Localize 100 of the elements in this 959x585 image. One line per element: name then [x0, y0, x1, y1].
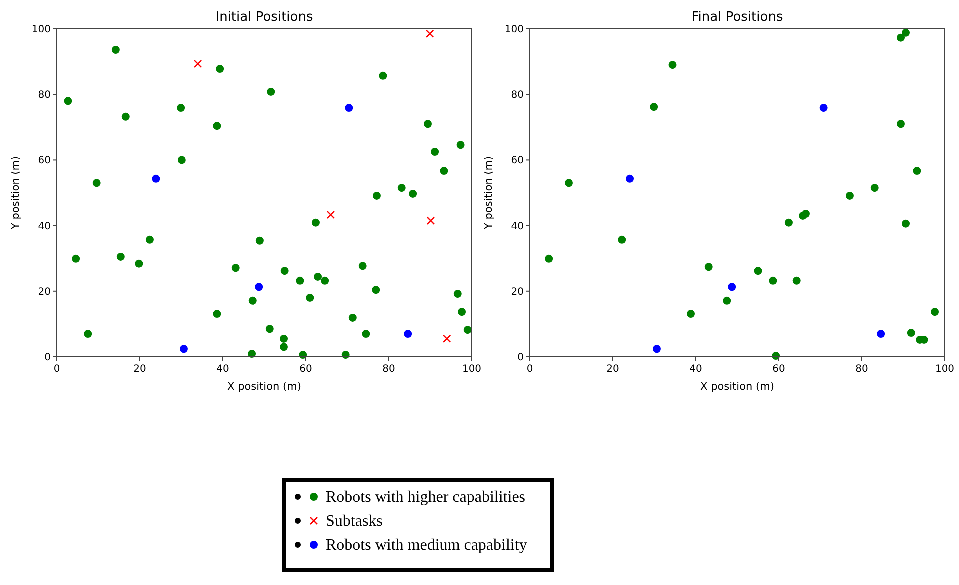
point — [650, 103, 658, 112]
point — [398, 184, 406, 192]
x-tick-label: 100 — [935, 364, 955, 375]
point — [897, 34, 906, 42]
x-tick-label: 80 — [856, 364, 868, 375]
point — [792, 276, 801, 285]
point — [458, 308, 466, 316]
y-tick-label: 60 — [38, 156, 51, 167]
point — [280, 267, 289, 276]
x-tick-label: 60 — [772, 364, 786, 375]
point — [704, 263, 713, 272]
point — [846, 192, 854, 200]
y-tick-label: 20 — [38, 286, 51, 298]
point — [372, 286, 380, 294]
point — [321, 276, 330, 285]
x-tick-label: 20 — [134, 364, 146, 375]
point — [72, 254, 80, 263]
point — [784, 218, 793, 227]
point — [92, 179, 101, 188]
point — [687, 310, 696, 318]
x-tick-label: 0 — [526, 364, 534, 375]
x-tick-label: 100 — [462, 364, 482, 375]
chart-title: Initial Positions — [216, 10, 314, 25]
point — [618, 236, 626, 244]
point — [116, 252, 125, 261]
point — [431, 148, 440, 156]
point — [358, 262, 367, 270]
point — [312, 218, 320, 227]
point — [626, 174, 634, 183]
legend-label: Robots with medium capability — [326, 537, 528, 554]
point — [902, 220, 910, 228]
point — [232, 264, 240, 272]
point — [255, 283, 264, 292]
point — [112, 46, 120, 54]
point — [280, 343, 288, 352]
point — [404, 330, 412, 338]
point — [897, 120, 906, 128]
x-axis-title: X position (m) — [228, 381, 302, 393]
y-tick-label: 40 — [38, 221, 51, 232]
point — [424, 120, 432, 128]
point — [306, 294, 314, 302]
point — [440, 167, 448, 176]
x-tick-label: 20 — [606, 364, 620, 375]
point — [152, 174, 160, 183]
point — [348, 314, 357, 322]
point — [379, 72, 388, 80]
point — [345, 104, 354, 112]
point — [668, 61, 677, 70]
x-tick-label: 40 — [216, 364, 230, 375]
point — [177, 104, 186, 112]
x-tick-label: 60 — [300, 364, 312, 375]
x-tick-label: 40 — [690, 364, 702, 375]
point — [902, 28, 910, 37]
point — [409, 190, 418, 198]
point — [256, 236, 264, 245]
point — [426, 30, 434, 38]
point — [754, 267, 762, 276]
point — [913, 167, 922, 176]
x-tick-label: 0 — [54, 364, 60, 375]
legend-label: Robots with higher capabilities — [326, 489, 526, 506]
point — [84, 330, 92, 338]
point — [454, 290, 462, 298]
point — [723, 296, 732, 305]
point — [545, 254, 554, 263]
y-tick-label: 80 — [511, 90, 524, 102]
y-tick-label: 20 — [511, 286, 524, 298]
point — [296, 276, 304, 285]
point — [728, 283, 736, 292]
chart-title: Final Positions — [692, 10, 784, 25]
point — [180, 345, 188, 354]
point — [769, 276, 778, 285]
y-tick-label: 100 — [32, 24, 51, 36]
point — [178, 156, 186, 164]
point — [122, 112, 130, 121]
point — [213, 310, 222, 318]
point — [267, 88, 276, 96]
point — [64, 97, 72, 106]
point — [877, 330, 886, 338]
y-tick-label: 0 — [44, 352, 51, 364]
y-tick-label: 60 — [511, 156, 524, 167]
point — [565, 179, 574, 188]
point — [326, 210, 336, 220]
point — [426, 216, 436, 226]
x-tick-label: 80 — [382, 364, 396, 375]
point — [213, 122, 222, 130]
point — [907, 329, 916, 338]
point — [216, 65, 224, 74]
point — [372, 192, 381, 200]
point — [870, 184, 879, 192]
point — [464, 326, 472, 334]
point — [442, 334, 452, 344]
point — [820, 104, 828, 112]
y-tick-label: 0 — [518, 352, 524, 364]
y-axis-title: Y position (m) — [10, 156, 22, 231]
point — [280, 334, 288, 343]
point — [248, 296, 257, 305]
point — [194, 60, 202, 68]
point — [266, 325, 274, 334]
y-tick-label: 80 — [38, 90, 51, 102]
point — [314, 272, 322, 281]
